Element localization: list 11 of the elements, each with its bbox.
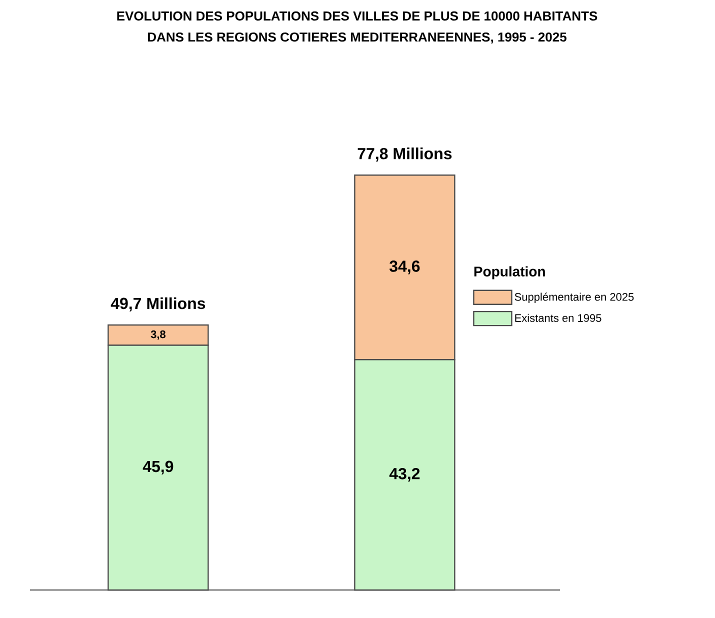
data-label: 43,2: [389, 468, 420, 482]
legend-title: Population: [474, 266, 545, 280]
chart-subtitle: DANS LES REGIONS COTIERES MEDITERRANEENNES, 1995 - 2025: [148, 32, 566, 44]
total-label: 77,8 Millions: [358, 148, 452, 162]
legend-label: Supplémentaire en 2025: [514, 292, 634, 303]
data-label: 45,9: [142, 460, 174, 474]
chart-title: EVOLUTION DES POPULATIONS DES VILLES DE PLUS DE 10000 HABITANTS: [117, 11, 598, 21]
legend-label: Existants en 1995: [515, 314, 602, 322]
total-label: 49,7 Millions: [110, 297, 206, 312]
data-label: 3,8: [150, 330, 166, 340]
data-label: 34,6: [389, 260, 420, 274]
